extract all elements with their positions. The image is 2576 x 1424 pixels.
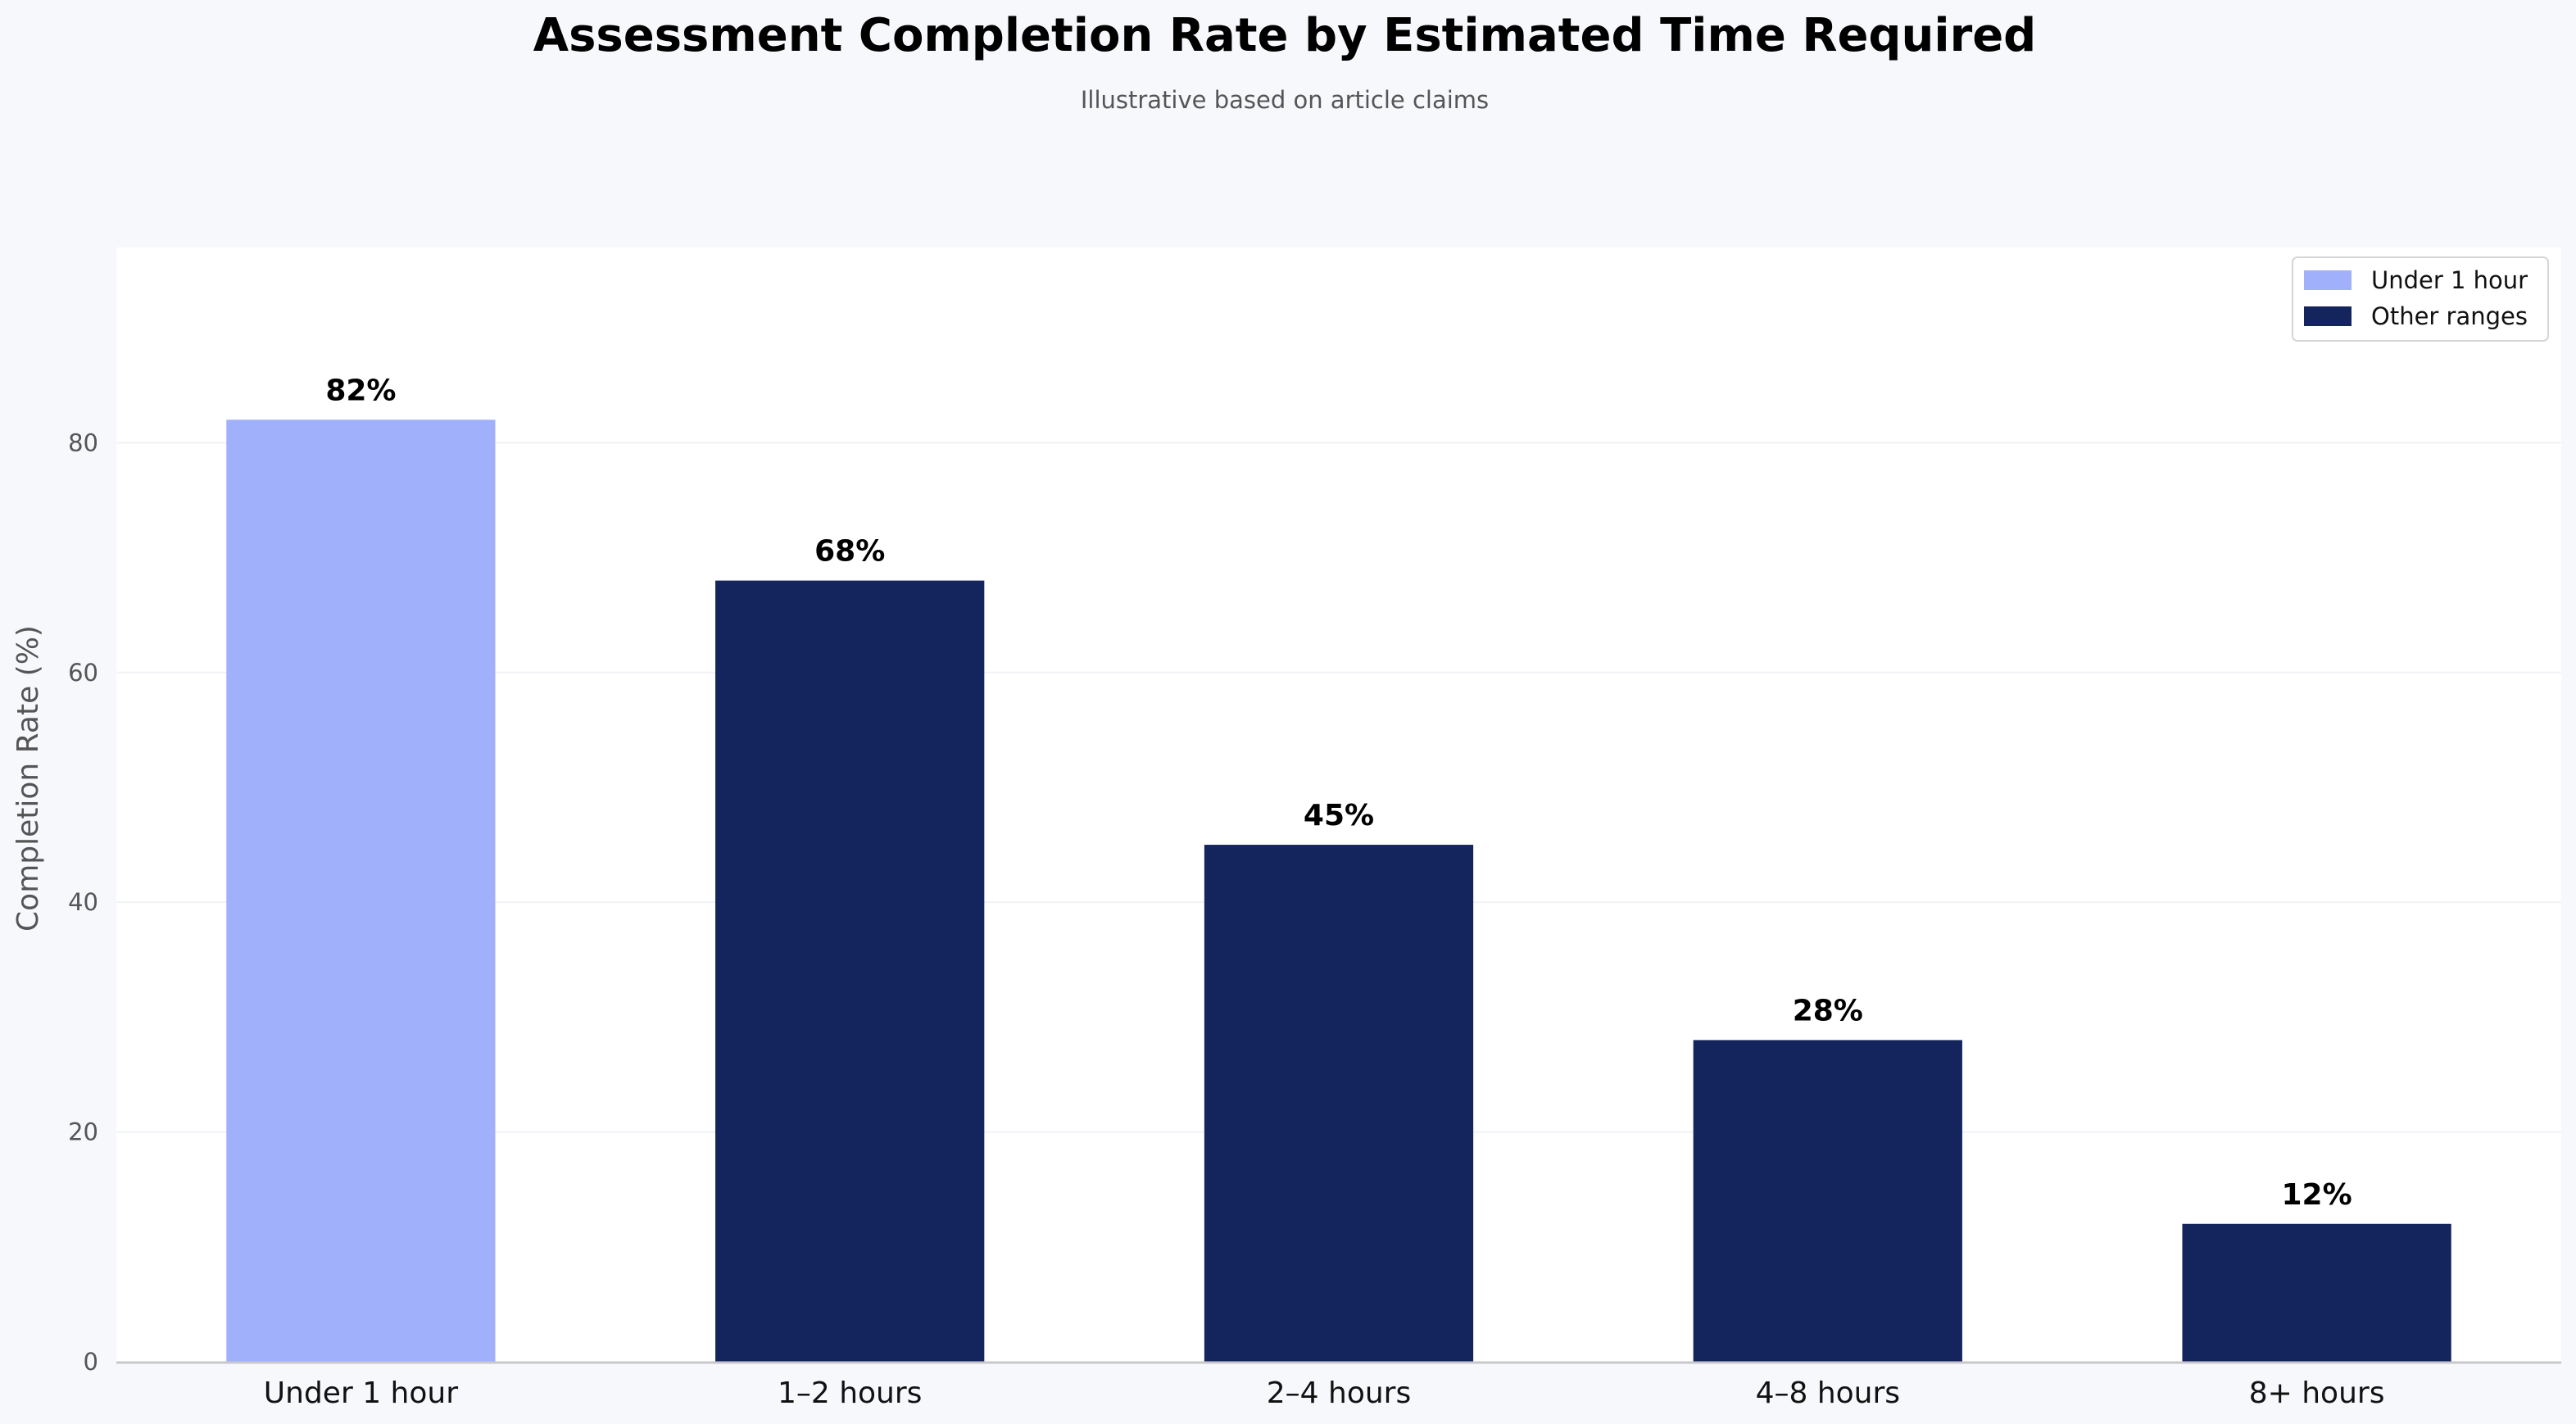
y-tick-label: 20 xyxy=(68,1118,98,1146)
x-tick-label-4-8-hours: 4–8 hours xyxy=(1756,1376,1900,1410)
y-tick-label: 40 xyxy=(68,888,98,916)
legend-label-other-ranges: Other ranges xyxy=(2371,302,2528,330)
legend-box xyxy=(2292,256,2549,342)
value-labels: 82% 68% 45% 28% 12% xyxy=(325,374,2352,1211)
x-axis-ticks: Under 1 hour 1–2 hours 2–4 hours 4–8 hours 8… xyxy=(264,1376,2385,1410)
value-label-8-hours: 12% xyxy=(2282,1178,2352,1212)
value-label-under-1-hour: 82% xyxy=(325,374,396,407)
legend-swatch-other-ranges xyxy=(2304,306,2352,326)
bar-8-hours xyxy=(2182,1223,2451,1362)
value-label-1-2-hours: 68% xyxy=(814,535,885,569)
value-label-4-8-hours: 28% xyxy=(1793,994,1863,1027)
x-tick-label-under-1-hour: Under 1 hour xyxy=(264,1376,458,1410)
bar-under-1-hour xyxy=(226,419,496,1362)
bar-1-2-hours xyxy=(715,580,985,1362)
y-tick-label: 0 xyxy=(84,1348,98,1376)
y-tick-label: 80 xyxy=(68,429,98,456)
x-tick-label-1-2-hours: 1–2 hours xyxy=(778,1376,922,1410)
bar-2-4-hours xyxy=(1204,845,1474,1362)
y-axis-label: Completion Rate (%) xyxy=(11,625,45,932)
value-label-2-4-hours: 45% xyxy=(1304,799,1374,832)
y-axis-ticks: 0 20 40 60 80 xyxy=(68,429,98,1376)
legend-label-under-1-hour: Under 1 hour xyxy=(2371,266,2528,294)
legend: Under 1 hour Other ranges xyxy=(2292,256,2549,342)
bars xyxy=(226,419,2451,1362)
x-tick-label-2-4-hours: 2–4 hours xyxy=(1267,1376,1411,1410)
legend-swatch-under-1-hour xyxy=(2304,270,2352,290)
chart-subtitle: Illustrative based on article claims xyxy=(1081,86,1489,114)
y-tick-label: 60 xyxy=(68,659,98,687)
chart-title: Assessment Completion Rate by Estimated … xyxy=(533,9,2037,62)
x-tick-label-8-hours: 8+ hours xyxy=(2249,1376,2385,1410)
bar-4-8-hours xyxy=(1693,1040,1962,1362)
